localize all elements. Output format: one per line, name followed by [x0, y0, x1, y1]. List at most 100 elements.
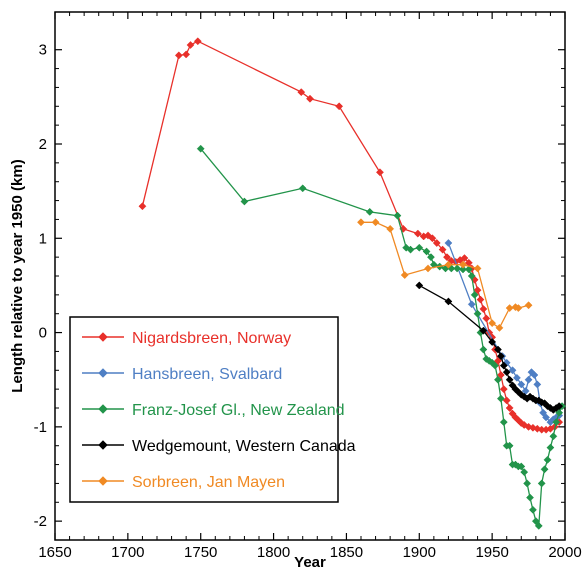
series-layer: [138, 37, 567, 530]
data-point: [494, 375, 502, 384]
y-tick-label: 1: [39, 230, 47, 247]
legend-item: Wedgemount, Western Canada: [82, 438, 356, 455]
data-point: [174, 51, 183, 60]
data-point: [482, 314, 491, 323]
legend-label: Nigardsbreen, Norway: [132, 330, 291, 347]
legend-item: Hansbreen, Svalbard: [82, 366, 282, 383]
y-tick-label: 0: [39, 325, 47, 342]
data-point: [428, 234, 437, 243]
data-point: [467, 300, 476, 309]
data-point: [426, 253, 435, 262]
x-tick-label: 1750: [184, 544, 217, 561]
data-point: [552, 418, 561, 427]
data-point: [494, 356, 502, 365]
series-line: [361, 221, 529, 329]
legend-swatch-marker: [98, 476, 108, 486]
data-point: [298, 184, 307, 193]
data-point: [505, 441, 514, 450]
data-point: [533, 380, 542, 389]
series-4: [357, 218, 533, 332]
data-point: [508, 366, 517, 375]
data-point: [415, 281, 424, 290]
data-point: [297, 88, 306, 97]
data-point: [496, 352, 505, 361]
data-point: [470, 290, 479, 299]
data-point: [528, 423, 537, 432]
x-axis-title: Year: [294, 554, 326, 571]
data-point: [505, 304, 514, 313]
data-point: [496, 371, 505, 379]
data-point: [496, 394, 505, 403]
data-point: [432, 239, 441, 247]
x-tick-label: 1850: [330, 544, 363, 561]
data-point: [555, 408, 564, 417]
data-point: [306, 94, 314, 103]
legend: Nigardsbreen, Norway Hansbreen, Svalbard F…: [69, 316, 356, 503]
series-0: [138, 37, 564, 434]
data-point: [422, 247, 431, 256]
data-point: [499, 385, 508, 394]
legend-label: Hansbreen, Svalbard: [132, 366, 282, 383]
data-point: [512, 373, 521, 382]
legend-label: Wedgemount, Western Canada: [132, 438, 356, 455]
data-point: [517, 462, 526, 471]
data-point: [406, 245, 415, 254]
data-point: [505, 404, 514, 412]
data-point: [488, 319, 497, 328]
axis-ticks: 1650 1700 1750 1800 1850 1900 1950 2000 -2 -1 0 1 2 3: [34, 12, 582, 561]
data-point: [505, 375, 514, 384]
data-point: [502, 368, 511, 377]
x-tick-label: 1900: [403, 544, 436, 561]
legend-items: Nigardsbreen, Norway Hansbreen, Svalbard F…: [82, 330, 356, 491]
data-point: [531, 517, 540, 526]
data-point: [555, 402, 564, 411]
x-tick-label: 1800: [257, 544, 290, 561]
data-point: [464, 265, 473, 274]
data-point: [479, 326, 488, 335]
data-point: [514, 304, 523, 313]
legend-label: Franz-Josef Gl., New Zealand: [132, 402, 345, 419]
data-point: [459, 260, 467, 269]
data-point: [476, 295, 485, 304]
y-axis-title: Length relative to year 1950 (km): [9, 159, 26, 392]
data-point: [502, 396, 511, 405]
legend-item: Nigardsbreen, Norway: [82, 330, 291, 347]
legend-swatch-marker: [98, 332, 108, 342]
data-point: [138, 202, 147, 211]
series-3: [415, 281, 564, 414]
data-point: [444, 260, 453, 269]
data-point: [540, 465, 549, 474]
data-point: [413, 229, 422, 238]
y-tick-label: 3: [39, 42, 47, 59]
data-point: [460, 254, 469, 263]
data-point: [517, 380, 526, 389]
data-point: [499, 361, 508, 370]
data-point: [467, 272, 476, 280]
data-point: [415, 243, 424, 252]
data-point: [494, 345, 502, 354]
y-tick-label: 2: [39, 136, 47, 153]
x-tick-label: 2000: [548, 544, 581, 561]
data-point: [526, 493, 534, 502]
data-point: [375, 168, 384, 177]
data-point: [520, 468, 529, 477]
data-point: [530, 371, 539, 379]
data-point: [182, 50, 191, 59]
data-point: [365, 207, 374, 216]
legend-swatch-marker: [98, 440, 108, 450]
data-point: [444, 239, 453, 247]
data-point: [453, 264, 462, 273]
data-point: [495, 323, 504, 332]
data-point: [438, 245, 447, 254]
data-point: [186, 41, 195, 49]
data-point: [424, 264, 432, 273]
data-point: [499, 418, 508, 427]
data-point: [335, 102, 344, 111]
data-point: [528, 505, 537, 514]
x-tick-label: 1700: [111, 544, 144, 561]
data-point: [193, 37, 202, 46]
data-point: [539, 408, 548, 417]
data-point: [473, 309, 482, 318]
data-point: [371, 218, 380, 227]
